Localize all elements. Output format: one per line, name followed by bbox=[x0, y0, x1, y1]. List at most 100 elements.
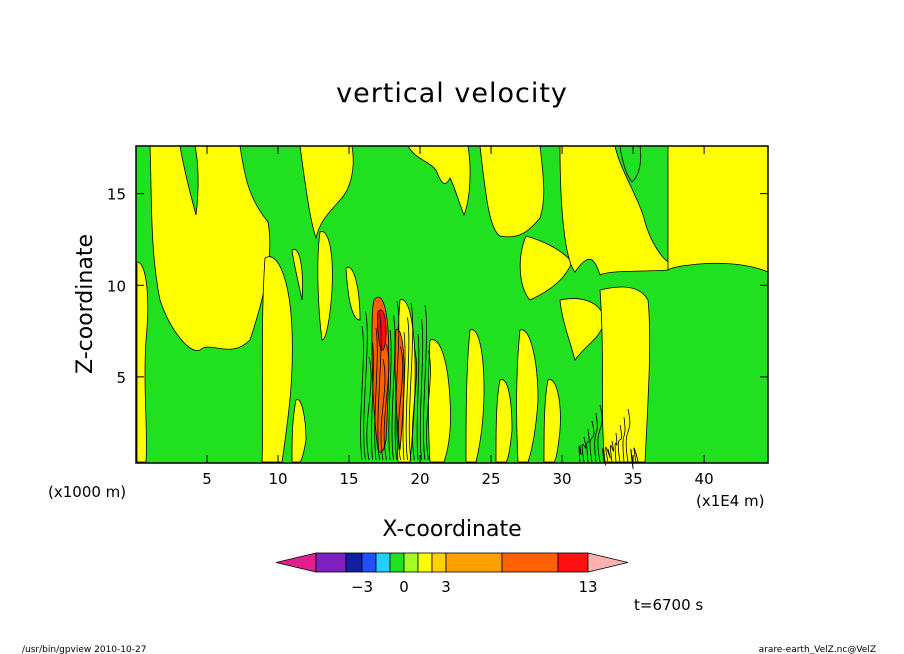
field-region-14 bbox=[291, 249, 303, 301]
colorbar-label-1: 0 bbox=[399, 578, 409, 596]
contour-line-6 bbox=[380, 358, 386, 461]
x-tick-label-4: 25 bbox=[482, 470, 501, 488]
contour-line-21 bbox=[581, 436, 587, 463]
contour-line-29 bbox=[614, 432, 618, 463]
field-region-8 bbox=[559, 145, 669, 276]
colorbar-cell-5 bbox=[403, 552, 419, 573]
plot-frame bbox=[135, 145, 769, 464]
contour-line-7 bbox=[383, 344, 390, 461]
contour-line-8 bbox=[388, 329, 392, 461]
contour-line-17 bbox=[419, 319, 424, 461]
contour-line-2 bbox=[366, 356, 372, 461]
x-axis-label: X-coordinate bbox=[382, 517, 521, 542]
contour-line-23 bbox=[589, 420, 595, 463]
chart-title: vertical velocity bbox=[336, 78, 568, 109]
colorbar-label-2: 3 bbox=[441, 578, 451, 596]
contour-line-15 bbox=[412, 348, 417, 461]
footer-right: arare-earth_VelZ.nc@VelZ bbox=[759, 645, 876, 654]
y-unit-note: (x1000 m) bbox=[48, 483, 126, 501]
time-label: t=6700 s bbox=[634, 596, 703, 614]
contour-line-25 bbox=[597, 404, 603, 463]
field-region-11 bbox=[559, 298, 606, 361]
colorbar-cell-1 bbox=[345, 552, 363, 573]
colorbar-high-arrow bbox=[587, 552, 629, 573]
contour-line-30 bbox=[617, 424, 623, 463]
contour-line-32 bbox=[625, 408, 631, 463]
y-tick-label-0: 5 bbox=[116, 369, 126, 387]
colorbar-label-0: −3 bbox=[351, 578, 373, 596]
field-region-19 bbox=[495, 379, 513, 463]
contour-line-16 bbox=[416, 333, 420, 461]
x-tick-label-0: 5 bbox=[202, 470, 212, 488]
contour-lines bbox=[360, 300, 639, 470]
x-unit-note: (x1E4 m) bbox=[696, 492, 765, 510]
y-tick-label-1: 10 bbox=[107, 277, 126, 295]
colorbar-labels: −3 0 3 13 bbox=[351, 578, 598, 596]
colorbar-cell-6 bbox=[417, 552, 433, 573]
field-region-24 bbox=[377, 309, 387, 351]
contour-line-20 bbox=[578, 444, 582, 463]
contour-line-0 bbox=[360, 325, 364, 461]
contour-line-1 bbox=[363, 311, 368, 461]
contour-line-13 bbox=[405, 317, 410, 461]
y-axis-label: Z-coordinate bbox=[73, 234, 98, 374]
field-region-3 bbox=[261, 256, 293, 463]
field-region-22 bbox=[291, 399, 307, 463]
contour-line-31 bbox=[622, 416, 626, 463]
field-region-2 bbox=[179, 145, 199, 216]
x-axis-ticks: 5 10 15 20 25 30 35 40 bbox=[202, 146, 714, 488]
contour-line-19 bbox=[426, 350, 431, 461]
contour-line-18 bbox=[423, 304, 427, 461]
field-region-20 bbox=[516, 329, 539, 463]
field-region-21 bbox=[543, 379, 561, 463]
field-region-5 bbox=[407, 145, 471, 217]
field-region-6 bbox=[479, 145, 545, 238]
contour-line-14 bbox=[408, 302, 414, 461]
field-region-9 bbox=[619, 145, 642, 183]
colorbar-cell-2 bbox=[361, 552, 377, 573]
contour-line-34 bbox=[633, 447, 639, 463]
field-region-4 bbox=[299, 145, 354, 240]
field-region-25 bbox=[394, 328, 405, 451]
x-tick-label-2: 15 bbox=[339, 470, 358, 488]
contour-line-33 bbox=[630, 448, 634, 470]
field-region-18 bbox=[465, 329, 485, 463]
contour-line-11 bbox=[397, 346, 404, 461]
contour-line-9 bbox=[391, 315, 396, 461]
contour-line-10 bbox=[394, 300, 400, 461]
colorbar-low-arrow bbox=[275, 552, 317, 573]
colorbar-label-3: 13 bbox=[578, 578, 597, 596]
colorbar-cell-10 bbox=[557, 552, 589, 573]
field-region-13 bbox=[317, 231, 333, 341]
contour-line-22 bbox=[586, 428, 590, 463]
field-region-7 bbox=[519, 235, 573, 301]
x-tick-label-7: 40 bbox=[695, 470, 714, 488]
colorbar-cell-9 bbox=[501, 552, 559, 573]
plot-area bbox=[135, 145, 769, 470]
field-region-12 bbox=[599, 286, 651, 463]
field-region-15 bbox=[345, 266, 361, 321]
field-region-10 bbox=[667, 145, 769, 273]
y-axis-ticks: 5 10 15 bbox=[107, 186, 768, 387]
contour-line-12 bbox=[402, 331, 406, 461]
field-region-0 bbox=[136, 261, 149, 463]
colorbar-cell-4 bbox=[389, 552, 405, 573]
field-region-17 bbox=[428, 339, 451, 463]
contour-line-5 bbox=[377, 313, 382, 461]
colorbar bbox=[275, 552, 629, 573]
contour-line-28 bbox=[610, 440, 614, 463]
contour-line-27 bbox=[605, 446, 611, 463]
footer-left: /usr/bin/gpview 2010-10-27 bbox=[22, 645, 146, 654]
x-tick-label-6: 35 bbox=[624, 470, 643, 488]
y-tick-label-2: 15 bbox=[107, 186, 126, 204]
x-tick-label-5: 30 bbox=[553, 470, 572, 488]
colorbar-cell-8 bbox=[445, 552, 503, 573]
contour-fields bbox=[136, 145, 769, 463]
colorbar-cell-0 bbox=[315, 552, 347, 573]
contour-line-3 bbox=[371, 342, 374, 461]
contour-line-24 bbox=[594, 412, 598, 463]
contour-line-4 bbox=[374, 327, 378, 461]
x-tick-label-1: 10 bbox=[268, 470, 287, 488]
colorbar-cell-3 bbox=[375, 552, 391, 573]
